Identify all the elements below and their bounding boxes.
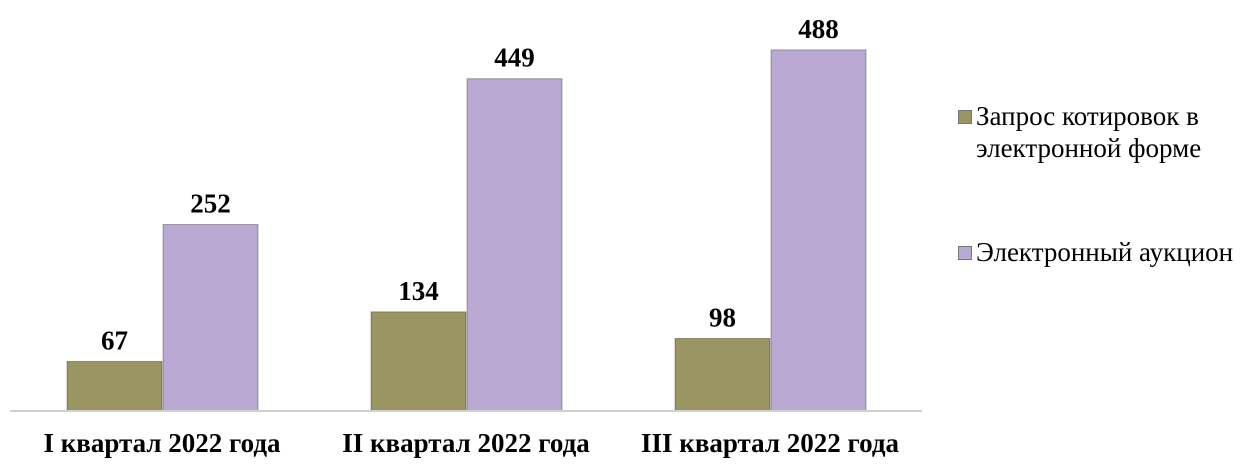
legend: Запрос котировок в электронной форме Элек… (958, 100, 1248, 340)
bar (66, 360, 163, 412)
bar (674, 337, 771, 412)
x-tick-label: III квартал 2022 года (641, 428, 900, 458)
bar (466, 78, 563, 412)
x-tick-label: II квартал 2022 года (342, 428, 590, 458)
chart: I квартал 2022 года 67 252 II квартал 2022 … (10, 14, 922, 458)
data-label: 252 (190, 189, 231, 219)
legend-swatch (958, 110, 972, 124)
legend-label: Электронный аукцион (976, 237, 1234, 267)
bar (162, 224, 259, 412)
bar (770, 49, 867, 412)
legend-item: Запрос котировок в электронной форме (958, 100, 1248, 164)
data-label: 67 (101, 325, 128, 355)
data-label: 449 (494, 43, 535, 73)
legend-item: Электронный аукцион (958, 236, 1248, 268)
x-tick-label: I квартал 2022 года (43, 428, 281, 458)
bar (370, 311, 467, 412)
data-label: 134 (398, 276, 439, 306)
legend-swatch (958, 246, 972, 260)
data-label: 488 (798, 14, 839, 44)
data-label: 98 (709, 302, 736, 332)
legend-label: Запрос котировок в электронной форме (976, 101, 1202, 163)
